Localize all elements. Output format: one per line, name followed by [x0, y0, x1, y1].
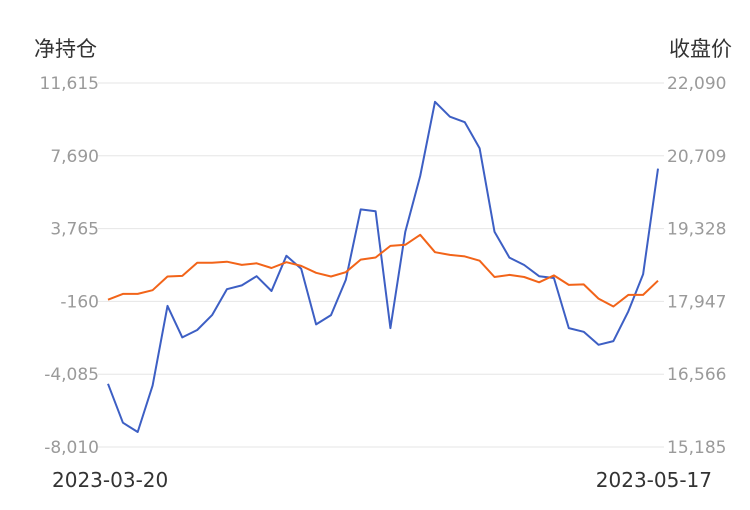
left-tick-label: 7,690: [50, 147, 99, 167]
right-tick-label: 16,566: [667, 365, 726, 385]
left-axis-title: 净持仓: [34, 37, 97, 61]
left-tick-label: -8,010: [44, 438, 99, 458]
close-price-line: [107, 233, 659, 308]
left-tick-label: 3,765: [50, 220, 99, 240]
right-tick-label: 15,185: [667, 438, 726, 458]
right-tick-label: 20,709: [667, 147, 726, 167]
right-axis-title: 收盘价: [669, 37, 732, 61]
left-tick-label: -4,085: [44, 365, 99, 385]
x-end-date-label: 2023-05-17: [595, 468, 712, 492]
right-tick-label: 17,947: [667, 292, 726, 312]
left-tick-label: 11,615: [40, 74, 99, 94]
right-tick-label: 19,328: [667, 220, 726, 240]
x-start-date-label: 2023-03-20: [52, 468, 169, 492]
net-position-line: [107, 100, 659, 433]
right-tick-label: 22,090: [667, 74, 726, 94]
left-tick-label: -160: [60, 292, 99, 312]
